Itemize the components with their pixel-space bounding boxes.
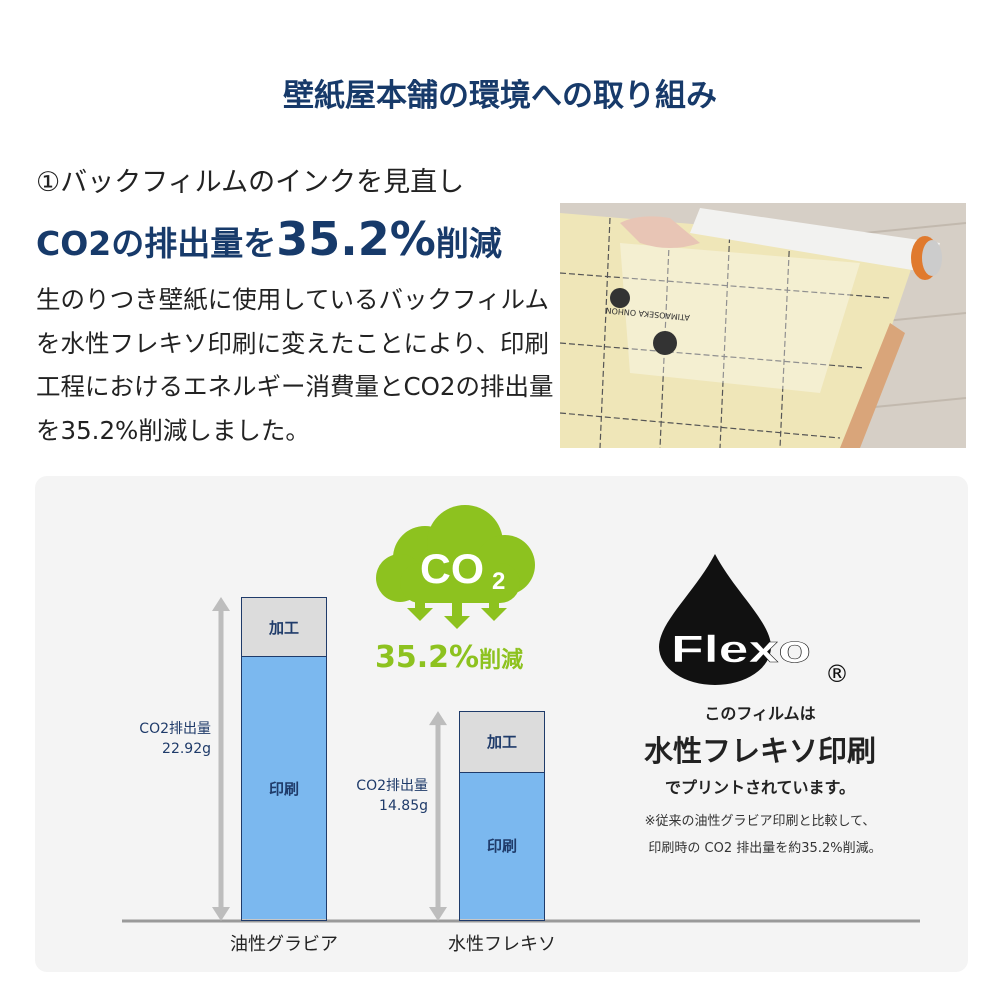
category-label: 水性フレキソ	[448, 934, 556, 955]
flexo-description: このフィルムは 水性フレキソ印刷 でプリントされています。 ※従来の油性グラビア…	[600, 700, 920, 856]
total-arrow	[212, 597, 230, 921]
page-title: 壁紙屋本舗の環境への取り組み	[283, 78, 717, 114]
product-photo: ATIMAOSEKA ONHON	[560, 203, 966, 448]
segment-label: 印刷	[486, 837, 517, 856]
bar-segment-processing: 加工	[460, 712, 544, 773]
body-text: 生のりつき壁紙に使用しているバックフィルムを水性フレキソ印刷に変えたことにより、…	[36, 285, 554, 445]
total-label-value: 14.85g	[379, 798, 428, 815]
reduction-suffix: 削減	[479, 648, 524, 673]
headline: CO2の排出量を35.2%削減	[36, 212, 502, 266]
headline-pre: CO2の排出量を	[36, 224, 277, 263]
bar-0: 加工 印刷	[241, 597, 327, 921]
headline-post: 削減	[435, 224, 502, 263]
total-label-title: CO2排出量	[139, 721, 211, 737]
flexo-note1: ※従来の油性グラビア印刷と比較して、	[644, 814, 876, 829]
bar-segment-printing: 印刷	[460, 772, 544, 919]
bar-segment-printing: 印刷	[242, 657, 326, 919]
flexo-logo-text: Flexo	[671, 629, 811, 671]
total-label-value: 22.92g	[162, 741, 211, 757]
total-arrow	[429, 711, 447, 921]
flexo-line2: 水性フレキソ印刷	[643, 734, 876, 768]
segment-label: 加工	[486, 733, 517, 752]
cloud-sub-text: 2	[492, 568, 505, 595]
total-label: CO2排出量 22.92g	[111, 719, 211, 759]
segment-label: 印刷	[268, 779, 299, 798]
flexo-drop-logo: Flexo ®	[659, 554, 849, 687]
total-label: CO2排出量 14.85g	[328, 776, 428, 816]
registered-mark: ®	[825, 660, 849, 687]
cloud-co-text: CO	[420, 545, 484, 592]
category-label: 油性グラビア	[230, 934, 338, 955]
flexo-line3: でプリントされています。	[665, 778, 855, 797]
reduction-label: 35.2%削減	[375, 640, 523, 675]
reduction-percent: 35.2%	[375, 640, 480, 675]
co2-cloud-icon: CO 2	[376, 505, 535, 629]
bar-segment-processing: 加工	[242, 598, 326, 658]
bar-1: 加工 印刷	[459, 711, 545, 921]
total-label-title: CO2排出量	[356, 778, 428, 795]
segment-label: 加工	[268, 618, 299, 637]
flexo-line1: このフィルムは	[704, 704, 816, 723]
flexo-note2: 印刷時の CO2 排出量を約35.2%削減。	[648, 841, 882, 856]
section-subtitle: ①バックフィルムのインクを見直し	[36, 167, 465, 198]
headline-percent: 35.2%	[276, 212, 436, 266]
